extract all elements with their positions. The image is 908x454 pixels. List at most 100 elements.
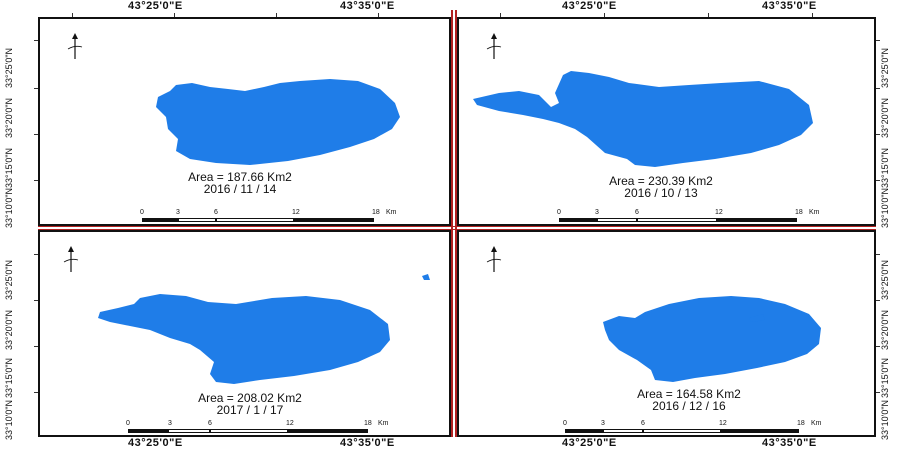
lake-shape-2016-11-14 — [156, 79, 400, 165]
panel-divider-vertical — [451, 10, 457, 437]
scale-segment — [294, 218, 374, 222]
lat-left-8: 33°10'0"N — [4, 399, 14, 440]
lake-shape-2017-1-17 — [98, 274, 430, 384]
scale-tick-12: 12 — [286, 420, 294, 427]
lat-left-7: 33°15'0"N — [4, 357, 14, 398]
tick-mark — [876, 392, 880, 393]
tick-mark — [34, 300, 38, 301]
lake-water-fragment — [422, 274, 430, 280]
scale-tick-6: 6 — [214, 209, 218, 216]
tick-mark — [34, 134, 38, 135]
lake-shape-2016-10-13 — [473, 71, 813, 167]
scale-tick-6: 6 — [641, 420, 645, 427]
tick-mark — [876, 40, 880, 41]
north-arrow-icon — [63, 246, 79, 272]
tick-mark — [812, 13, 813, 17]
lat-right-7: 33°15'0"N — [880, 357, 890, 398]
scale-tick-12: 12 — [715, 209, 723, 216]
scale-segment — [210, 429, 288, 433]
scale-unit: Km — [386, 209, 397, 216]
scale-tick-12: 12 — [292, 209, 300, 216]
north-arrow-icon — [67, 33, 83, 59]
lat-left-5: 33°25'0"N — [4, 259, 14, 300]
map-panel-2016-12-16: Area = 164.58 Km2 2016 / 12 / 16 0 3 6 1… — [457, 230, 876, 437]
scale-tick-18: 18 — [364, 420, 372, 427]
scale-unit: Km — [811, 420, 822, 427]
panel-divider-horizontal — [38, 226, 876, 230]
scale-tick-3: 3 — [595, 209, 599, 216]
scale-tick-6: 6 — [208, 420, 212, 427]
top-lon-label-1: 43°25'0"E — [128, 0, 183, 12]
tick-mark — [34, 40, 38, 41]
scale-segment — [216, 218, 294, 222]
scale-tick-18: 18 — [797, 420, 805, 427]
lat-left-6: 33°20'0"N — [4, 309, 14, 350]
lat-right-8: 33°10'0"N — [880, 399, 890, 440]
scale-unit: Km — [378, 420, 389, 427]
tick-mark — [34, 180, 38, 181]
tick-mark — [604, 13, 605, 17]
scale-segment — [721, 429, 799, 433]
tick-mark — [876, 254, 880, 255]
lake-water — [603, 296, 821, 382]
lat-left-1: 33°25'0"N — [4, 47, 14, 88]
date-value: 2016 / 10 / 13 — [624, 186, 698, 200]
tick-mark — [378, 13, 379, 17]
top-lon-label-3: 43°25'0"E — [562, 0, 617, 12]
area-value: Area = 164.58 Km2 — [637, 387, 741, 401]
lat-right-2: 33°20'0"N — [880, 97, 890, 138]
scale-bar: 0 3 6 12 18 Km — [563, 420, 823, 440]
lat-right-6: 33°20'0"N — [880, 309, 890, 350]
scale-segment — [288, 429, 368, 433]
bottom-lon-label-1: 43°25'0"E — [128, 437, 183, 449]
scale-segment — [637, 218, 717, 222]
area-label: Area = 230.39 Km2 2016 / 10 / 13 — [551, 175, 771, 199]
top-lon-label-4: 43°35'0"E — [762, 0, 817, 12]
scale-segment — [142, 218, 216, 222]
scale-unit: Km — [809, 209, 820, 216]
lake-water — [156, 79, 400, 165]
scale-segment — [128, 429, 210, 433]
top-lon-label-2: 43°35'0"E — [340, 0, 395, 12]
area-value: Area = 208.02 Km2 — [198, 391, 302, 405]
bottom-lon-label-2: 43°35'0"E — [340, 437, 395, 449]
tick-mark — [876, 346, 880, 347]
lat-left-2: 33°20'0"N — [4, 97, 14, 138]
lake-water-fragment — [749, 314, 765, 322]
area-label: Area = 187.66 Km2 2016 / 11 / 14 — [130, 171, 350, 195]
area-value: Area = 230.39 Km2 — [609, 174, 713, 188]
tick-mark — [34, 346, 38, 347]
scale-tick-3: 3 — [176, 209, 180, 216]
lake-water — [473, 71, 813, 167]
scale-bar: 0 3 6 12 18 Km — [126, 420, 389, 440]
tick-mark — [34, 392, 38, 393]
tick-mark — [876, 88, 880, 89]
lat-right-4: 33°10'0"N — [880, 187, 890, 228]
scale-bar: 0 3 6 12 18 Km — [140, 209, 397, 229]
north-arrow-icon — [486, 246, 502, 272]
scale-tick-0: 0 — [557, 209, 561, 216]
date-value: 2017 / 1 / 17 — [216, 403, 284, 417]
lake-shape-2016-12-16 — [603, 296, 821, 382]
scale-tick-0: 0 — [126, 420, 130, 427]
tick-mark — [500, 13, 501, 17]
lat-right-3: 33°15'0"N — [880, 147, 890, 188]
lat-left-3: 33°15'0"N — [4, 147, 14, 188]
scale-segment — [559, 218, 637, 222]
scale-segment — [565, 429, 643, 433]
map-panel-2017-1-17: Area = 208.02 Km2 2017 / 1 / 17 0 3 6 12… — [38, 230, 451, 437]
map-panel-2016-10-13: Area = 230.39 Km2 2016 / 10 / 13 0 3 6 1… — [457, 17, 876, 226]
tick-mark — [34, 88, 38, 89]
scale-tick-12: 12 — [719, 420, 727, 427]
scale-segment — [643, 429, 721, 433]
scale-bar: 0 3 6 12 18 Km — [557, 209, 820, 229]
bottom-lon-label-3: 43°25'0"E — [562, 437, 617, 449]
scale-tick-0: 0 — [563, 420, 567, 427]
scale-tick-18: 18 — [372, 209, 380, 216]
north-arrow-icon — [486, 33, 502, 59]
tick-mark — [72, 13, 73, 17]
area-label: Area = 208.02 Km2 2017 / 1 / 17 — [140, 392, 360, 416]
lat-left-4: 33°10'0"N — [4, 187, 14, 228]
scale-tick-6: 6 — [635, 209, 639, 216]
date-value: 2016 / 11 / 14 — [203, 182, 277, 196]
